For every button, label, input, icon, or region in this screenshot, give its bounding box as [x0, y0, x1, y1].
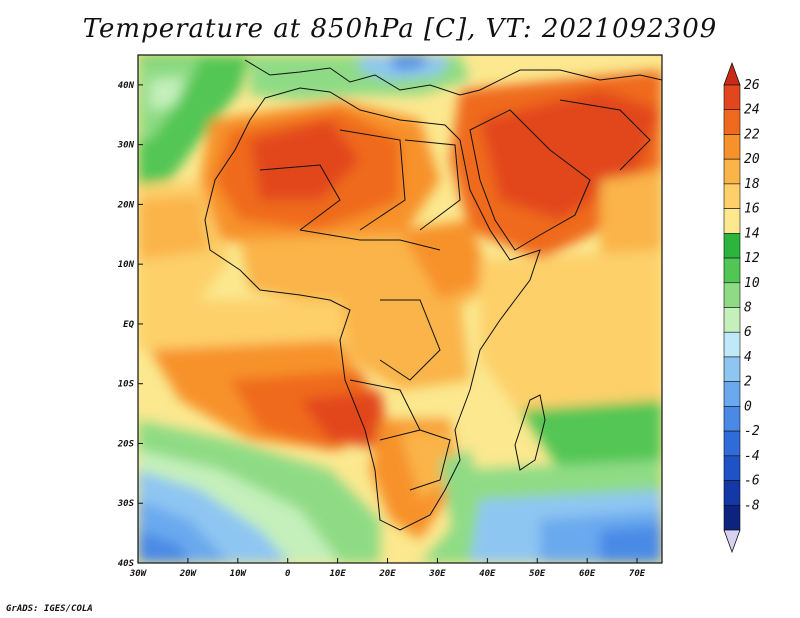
colorbar-swatch [723, 504, 741, 531]
colorbar-swatch [723, 455, 741, 481]
europe-coastline [244, 59, 662, 96]
colorbar-label: 18 [744, 177, 760, 192]
colorbar-label: 2 [744, 375, 752, 390]
temperature-field [138, 55, 662, 563]
colorbar-swatch [723, 381, 741, 407]
colorbar-label: 14 [744, 226, 760, 241]
africa-coastline [204, 87, 541, 531]
lon-tick-label: 10E [329, 569, 346, 579]
lat-tick-label: 30S [117, 499, 135, 509]
colorbar-swatch [723, 134, 741, 160]
lon-tick-label: 50E [529, 569, 546, 579]
colorbar-swatch [723, 480, 741, 506]
colorbar-swatch [723, 183, 741, 209]
colorbar-swatch [723, 109, 741, 135]
colorbar-label: 20 [744, 152, 760, 167]
lat-tick-label: 10N [118, 260, 135, 270]
colorbar-label: 8 [744, 301, 752, 316]
colorbar-swatch [723, 331, 741, 358]
colorbar-swatch [723, 257, 741, 284]
lon-tick-label: 10W [230, 569, 248, 579]
lat-tick-label: 40S [118, 559, 135, 569]
colorbar-swatch [723, 233, 741, 259]
colorbar-label: -6 [744, 474, 760, 489]
colorbar-top-arrow [723, 61, 741, 86]
coastlines-and-borders [204, 59, 662, 531]
map-title: Temperature at 850hPa [C], VT: 202109230… [82, 14, 718, 44]
lon-tick-label: 20E [378, 569, 396, 579]
lon-tick-label: 30E [428, 569, 446, 579]
colorbar-swatch [723, 282, 741, 308]
latitude-axis: 40N 30N 20N 10N EQ 10S 20S 30S 40S [117, 81, 143, 569]
colorbar-label: 16 [744, 202, 760, 217]
lon-tick-label: 20W [179, 569, 198, 579]
lat-tick-label: 10S [118, 380, 135, 390]
madagascar-coastline [514, 394, 546, 471]
lat-tick-label: EQ [123, 320, 134, 330]
lat-tick-label: 20S [117, 439, 135, 449]
colorbar-label: 24 [744, 103, 760, 118]
colorbar-label: 10 [744, 276, 760, 291]
colorbar-label: 26 [744, 78, 760, 93]
arabia-coastline [469, 109, 591, 251]
lat-tick-label: 30N [117, 141, 135, 151]
lat-tick-label: 20N [117, 200, 135, 210]
colorbar-label: -4 [744, 449, 760, 464]
colorbar-label: 6 [744, 325, 752, 340]
lat-tick-label: 40N [118, 81, 135, 91]
map-frame [137, 54, 663, 564]
colorbar-swatch [723, 208, 741, 234]
colorbar-swatch [723, 406, 741, 432]
grads-credit: GrADS: IGES/COLA [6, 604, 93, 614]
colorbar-label: 0 [744, 399, 752, 414]
lon-tick-label: 60E [579, 569, 596, 579]
colorbar-label: 12 [744, 251, 760, 266]
colorbar-label: -2 [744, 424, 760, 439]
colorbar-label: 22 [744, 127, 760, 142]
colorbar-swatch [723, 84, 741, 111]
lon-tick-label: 0 [285, 569, 291, 579]
colorbar-swatch [723, 158, 741, 185]
colorbar-label: 4 [744, 350, 752, 365]
colorbar-swatch [723, 307, 741, 333]
colorbar-bottom-arrow [723, 529, 741, 554]
lon-tick-label: 70E [629, 569, 646, 579]
colorbar-swatch [723, 356, 741, 382]
longitude-axis: 30W 20W 10W 0 10E 20E 30E 40E 50E 60E 70E [129, 558, 646, 579]
colorbar-label: -8 [744, 498, 760, 513]
lon-tick-label: 30W [129, 569, 148, 579]
lon-tick-label: 40E [479, 569, 496, 579]
colorbar-swatch [723, 430, 741, 457]
